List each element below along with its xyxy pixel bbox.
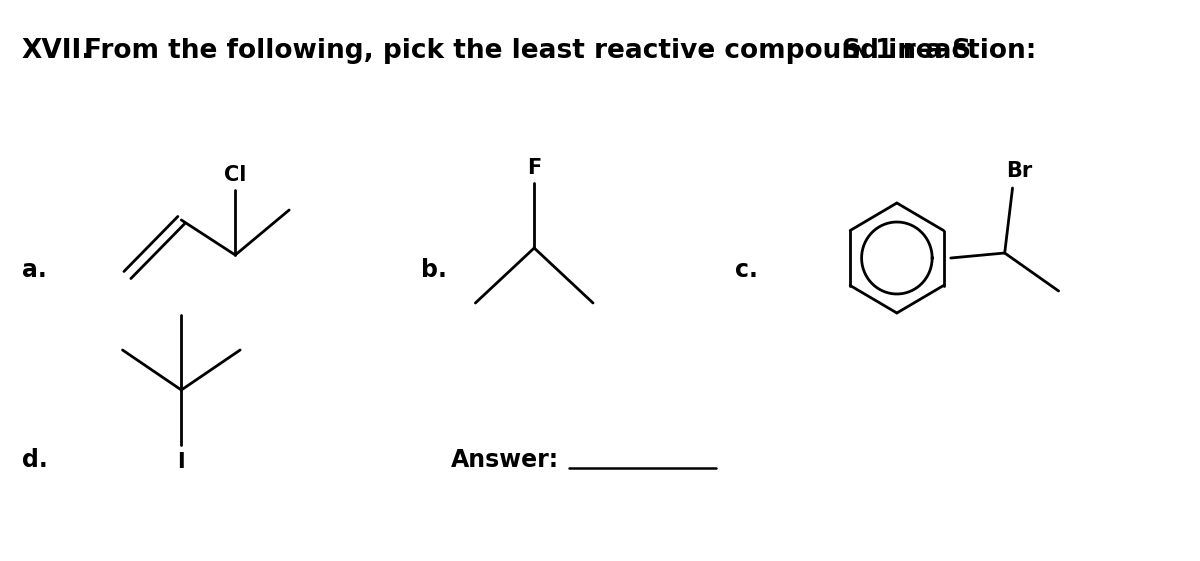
Text: Br: Br <box>1007 161 1032 181</box>
Text: XVII.: XVII. <box>22 38 92 64</box>
Text: S: S <box>841 38 860 64</box>
Text: Answer:: Answer: <box>451 448 559 472</box>
Text: Cl: Cl <box>224 165 246 185</box>
Text: 1 reaction:: 1 reaction: <box>866 38 1037 64</box>
Text: From the following, pick the least reactive compound in a S: From the following, pick the least react… <box>84 38 972 64</box>
Text: I: I <box>178 452 185 472</box>
Text: d.: d. <box>22 448 47 472</box>
Text: b.: b. <box>421 258 448 282</box>
Text: F: F <box>527 158 541 178</box>
Text: N: N <box>853 44 868 62</box>
Text: c.: c. <box>736 258 758 282</box>
Text: a.: a. <box>22 258 47 282</box>
